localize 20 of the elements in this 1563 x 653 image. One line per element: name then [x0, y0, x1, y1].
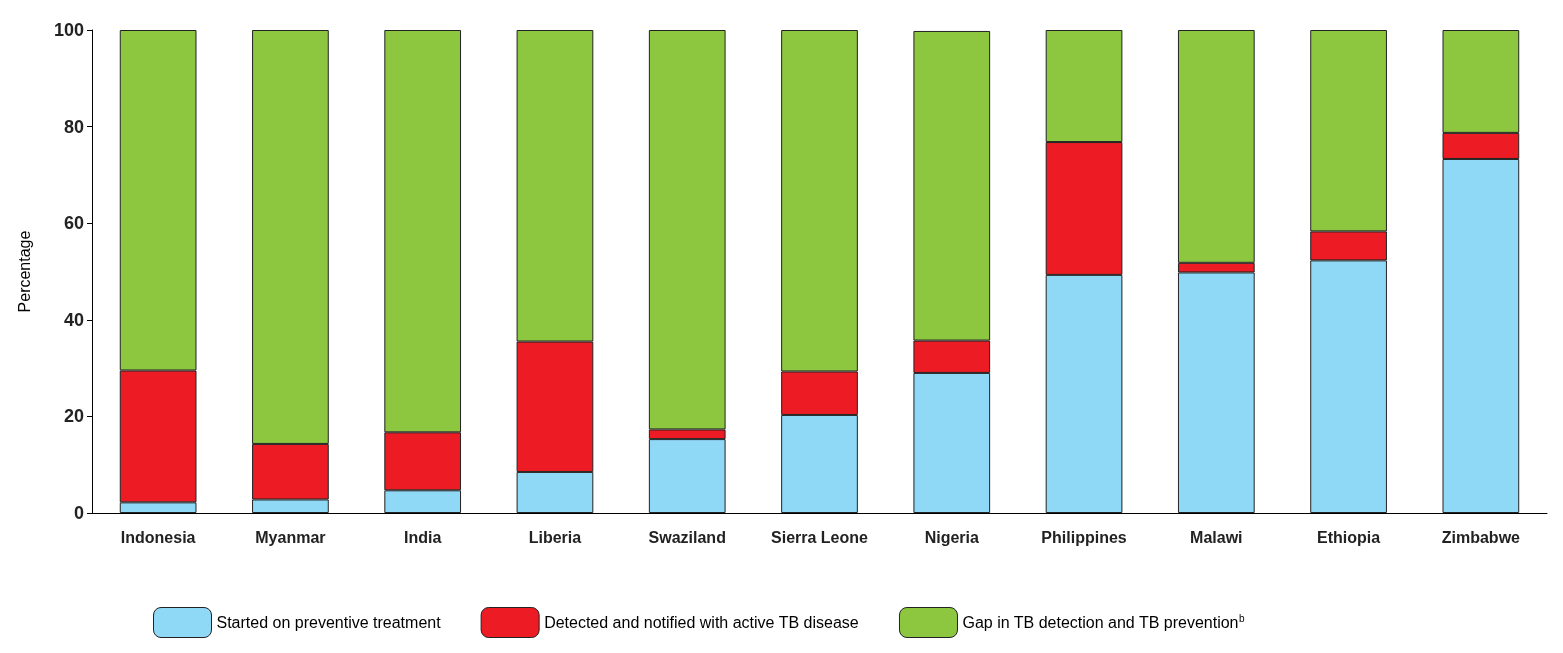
- x-tick-label: Swaziland: [648, 528, 726, 546]
- x-tick-label: Sierra Leone: [771, 528, 869, 546]
- x-tick-label: Philippines: [1041, 528, 1127, 546]
- x-tick-label: Malawi: [1190, 528, 1243, 546]
- y-tick-label: 60: [63, 213, 84, 234]
- x-tick-label: Zimbabwe: [1441, 528, 1521, 546]
- x-tick-label: Liberia: [528, 528, 582, 546]
- y-tick-label: 0: [73, 503, 84, 523]
- x-tick-label: Myanmar: [255, 528, 326, 546]
- legend-label: Detected and notified with active TB disease: [544, 614, 859, 631]
- y-tick-label: 20: [63, 406, 84, 427]
- x-tick-label: Nigeria: [924, 528, 979, 546]
- y-tick-label: 80: [63, 116, 84, 137]
- x-tick-label: India: [404, 528, 442, 546]
- x-tick-label: Indonesia: [120, 528, 196, 546]
- x-tick-label: Ethiopia: [1317, 528, 1381, 546]
- y-axis-title: Percentage: [15, 230, 33, 313]
- y-tick-label: 40: [63, 309, 84, 330]
- legend-label: Started on preventive treatment: [216, 614, 442, 631]
- y-tick-label: 100: [53, 20, 84, 40]
